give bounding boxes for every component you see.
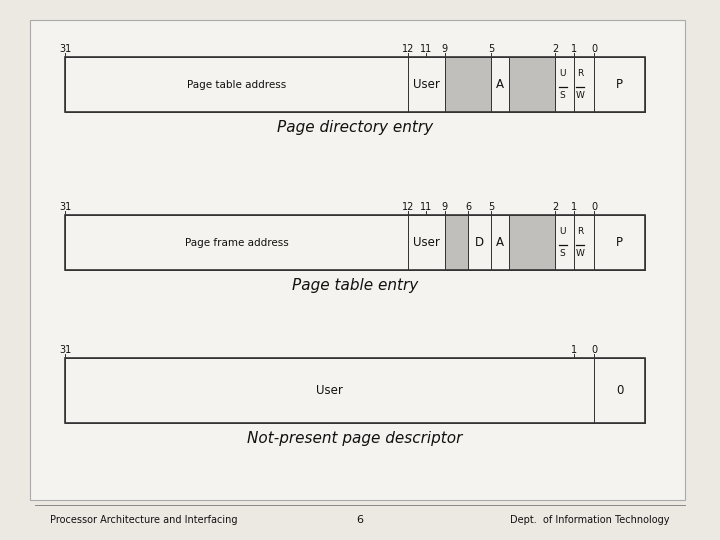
Text: D: D [475,236,485,249]
Text: 6: 6 [465,202,471,212]
Text: Processor Architecture and Interfacing: Processor Architecture and Interfacing [50,515,238,525]
Bar [468,215,491,270]
Text: 11: 11 [420,202,433,212]
Bar [491,57,509,112]
Bar [594,57,645,112]
Text: 9: 9 [442,202,448,212]
Bar [30,20,685,500]
Bar [445,215,468,270]
Bar [555,215,575,270]
Text: P: P [616,236,623,249]
Text: S: S [559,91,565,100]
Text: 2: 2 [552,44,558,54]
Text: 12: 12 [402,44,415,54]
Text: User: User [413,236,440,249]
Bar [65,57,645,112]
Bar [65,215,645,270]
Text: Dept.  of Information Technology: Dept. of Information Technology [510,515,670,525]
Text: 31: 31 [59,345,71,355]
Text: 0: 0 [616,384,624,397]
Text: U: U [559,69,566,78]
Text: 1: 1 [571,202,577,212]
Bar [575,215,594,270]
Text: Page table address: Page table address [187,79,287,90]
Text: 0: 0 [591,345,597,355]
Text: A: A [496,78,504,91]
Text: Page frame address: Page frame address [185,238,289,247]
Text: 6: 6 [356,515,364,525]
Bar [575,57,594,112]
Text: 0: 0 [591,202,597,212]
Text: A: A [496,236,504,249]
Text: 0: 0 [591,44,597,54]
Text: Page table entry: Page table entry [292,278,418,293]
Text: 5: 5 [488,202,495,212]
Text: 31: 31 [59,202,71,212]
Text: W: W [575,249,585,258]
Text: R: R [577,227,583,236]
Text: W: W [575,91,585,100]
Text: R: R [577,69,583,78]
Text: User: User [413,78,440,91]
Text: 2: 2 [552,202,558,212]
Bar [445,57,491,112]
Bar [408,57,445,112]
Bar [594,358,645,423]
Text: P: P [616,78,623,91]
Text: 11: 11 [420,44,433,54]
Text: 1: 1 [571,345,577,355]
Text: 5: 5 [488,44,495,54]
Text: 9: 9 [442,44,448,54]
Bar [509,215,555,270]
Bar [594,215,645,270]
Text: S: S [559,249,565,258]
Text: Not-present page descriptor: Not-present page descriptor [247,431,463,446]
Bar [509,57,555,112]
Text: Page directory entry: Page directory entry [277,120,433,135]
Text: User: User [316,384,343,397]
Text: 1: 1 [571,44,577,54]
Text: 12: 12 [402,202,415,212]
Bar [491,215,509,270]
Text: U: U [559,227,566,236]
Bar [65,358,645,423]
Text: 31: 31 [59,44,71,54]
Bar [408,215,445,270]
Bar [65,215,408,270]
Bar [65,57,408,112]
Bar [65,358,594,423]
Bar [555,57,575,112]
